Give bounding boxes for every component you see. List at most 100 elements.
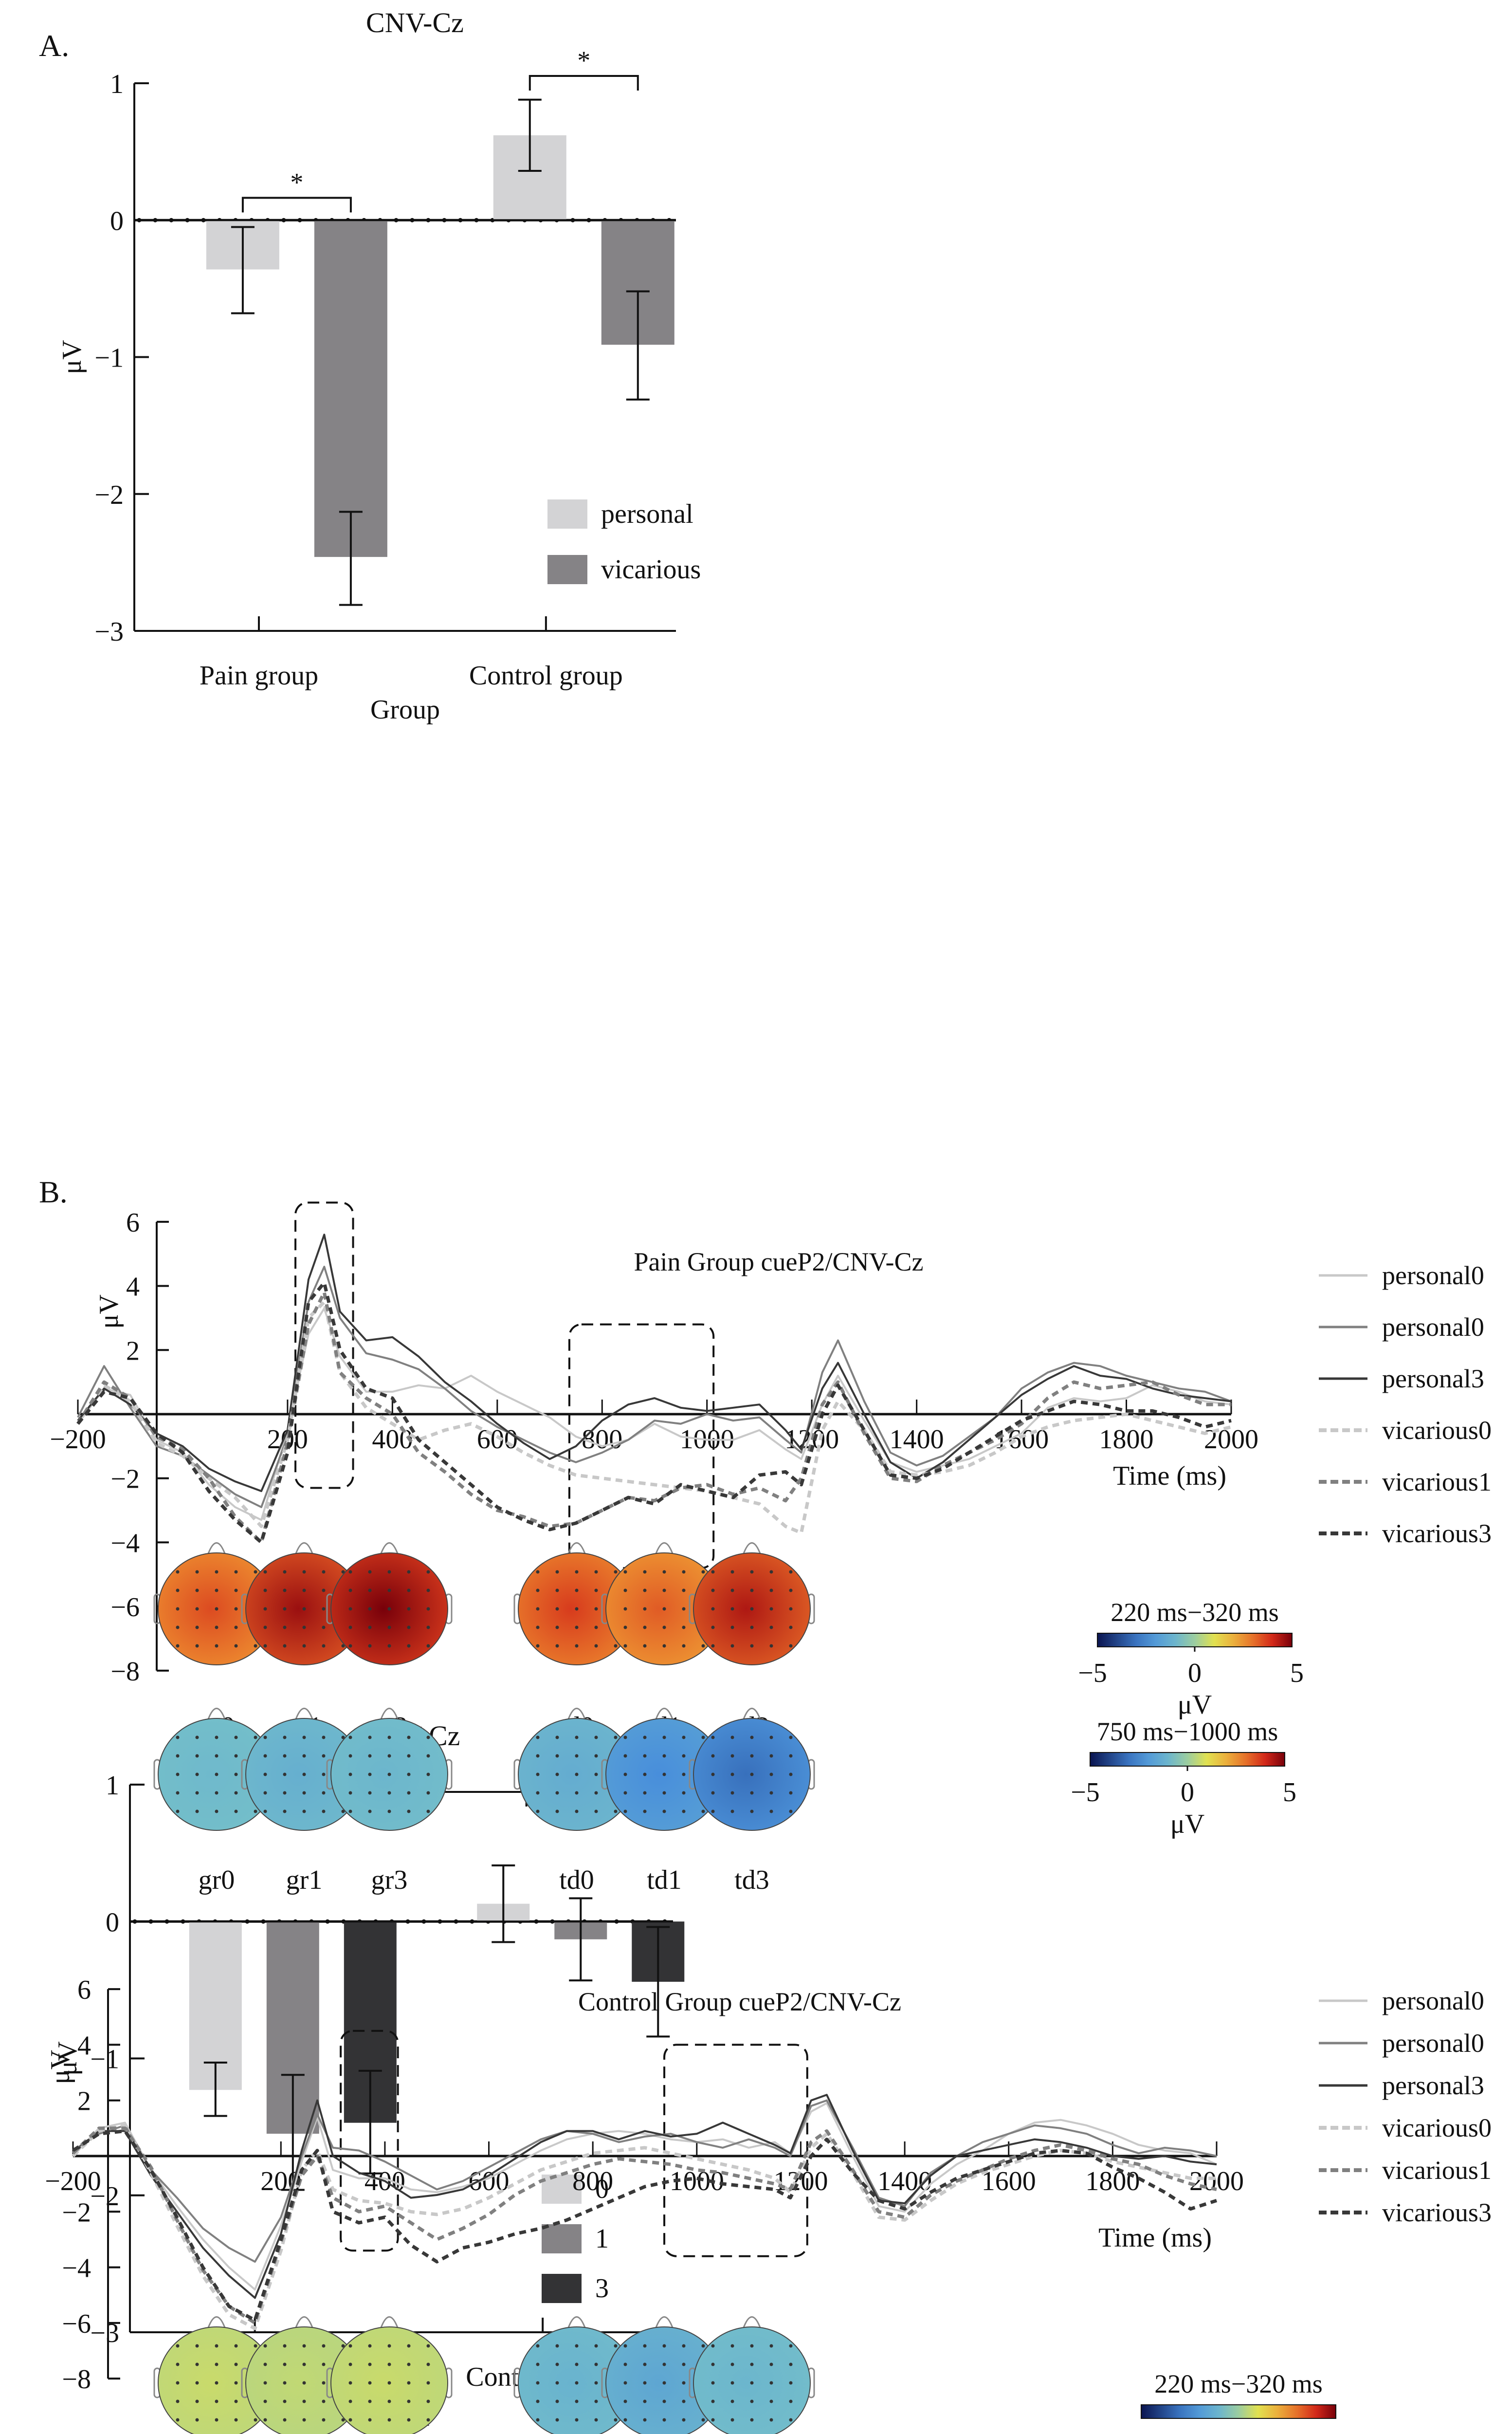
electrode-dot [341,1735,345,1739]
electrode-dot [387,1588,391,1592]
electrode-dot [234,1607,238,1611]
electrode-dot [555,1772,559,1776]
electrode-dot [555,2399,559,2403]
electrode-dot [195,2362,199,2366]
electrode-dot [283,1644,287,1648]
electrode-dot [750,1644,754,1648]
electrode-dot [682,1588,686,1592]
electrode-dot [730,1607,734,1611]
electrode-dot [348,1735,352,1739]
electrode-dot [711,2399,715,2403]
x-tick-label: 1800 [1085,2166,1140,2196]
electrode-dot [407,1607,411,1611]
electrode-dot [614,1735,618,1739]
electrode-dot [322,1625,326,1629]
electrode-dot [555,2418,559,2422]
electrode-dot [426,1588,430,1592]
electrode-dot [215,1625,219,1629]
electrode-dot [536,1644,540,1648]
electrode-dot [643,1772,647,1776]
electrode-dot [387,1607,391,1611]
nose-icon [207,1708,226,1721]
legend-label: vicarious1 [1382,1467,1492,1496]
electrode-dot [662,1772,666,1776]
electrode-dot [387,1625,391,1629]
electrode-dot [594,1588,598,1592]
electrode-dot [682,1570,686,1574]
y-tick-label: −4 [110,1528,140,1558]
colorbar-unit: μV [1178,1690,1212,1720]
electrode-dot [623,1791,627,1795]
electrode-dot [302,1570,306,1574]
nose-icon [380,1708,399,1721]
y-tick-label: −1 [94,343,124,373]
topomap-label: td1 [647,1865,682,1895]
nose-icon [742,1708,762,1721]
electrode-dot [730,2381,734,2385]
electrode-dot [302,1754,306,1758]
electrode-dot [283,1588,287,1592]
electrode-dot [234,2381,238,2385]
electrode-dot [195,1791,199,1795]
erp-line-personal3 [72,2094,1217,2299]
electrode-dot [536,1754,540,1758]
topomap-gr0: gr0 [153,1708,280,1895]
electrode-dot [407,1735,411,1739]
electrode-dot [711,2418,715,2422]
electrode-dot [348,1754,352,1758]
electrode-dot [387,1754,391,1758]
electrode-dot [387,1570,391,1574]
electrode-dot [730,2418,734,2422]
y-tick-label: −8 [62,2364,91,2395]
legend-label: personal0 [1382,1986,1484,2015]
electrode-dot [263,2362,267,2366]
electrode-dot [643,1644,647,1648]
electrode-dot [682,1735,686,1739]
erp-line-vicarious0 [76,1300,1232,1535]
erp-line-personal0 [72,2099,1217,2263]
electrode-dot [341,2344,345,2348]
electrode-dot [750,2418,754,2422]
electrode-dot [682,1772,686,1776]
electrode-dot [789,1588,793,1592]
electrode-dot [789,1735,793,1739]
electrode-dot [711,1809,715,1813]
electrode-dot [407,2399,411,2403]
electrode-dot [263,2418,267,2422]
electrode-dot [536,1625,540,1629]
electrode-dot [575,1735,579,1739]
electrode-dot [322,1570,326,1574]
y-axis-label: μV [45,2050,75,2084]
electrode-dot [594,1791,598,1795]
electrode-dot [536,2418,540,2422]
electrode-dot [234,1588,238,1592]
electrode-dot [575,2344,579,2348]
electrode-dot [730,1570,734,1574]
electrode-dot [711,1607,715,1611]
electrode-dot [263,1607,267,1611]
topomap-td3: td3 [689,1542,815,1742]
electrode-dot [195,1772,199,1776]
electrode-dot [711,1791,715,1795]
topomap-label: gr3 [371,1865,408,1895]
electrode-dot [750,1607,754,1611]
electrode-dot [594,1772,598,1776]
x-axis-label: Time (ms) [1113,1461,1226,1491]
x-axis-label: Time (ms) [1098,2223,1212,2253]
nose-icon [380,1542,399,1555]
electrode-dot [536,2381,540,2385]
electrode-dot [176,2344,180,2348]
electrode-dot [348,2381,352,2385]
electrode-dot [730,1809,734,1813]
electrode-dot [263,1588,267,1592]
electrode-dot [643,1588,647,1592]
electrode-dot [234,2418,238,2422]
electrode-dot [789,1625,793,1629]
electrode-dot [341,1570,345,1574]
electrode-dot [195,1735,199,1739]
electrode-dot [701,2344,705,2348]
y-tick-label: −3 [94,617,124,647]
electrode-dot [730,2362,734,2366]
electrode-dot [711,1625,715,1629]
electrode-dot [302,2418,306,2422]
